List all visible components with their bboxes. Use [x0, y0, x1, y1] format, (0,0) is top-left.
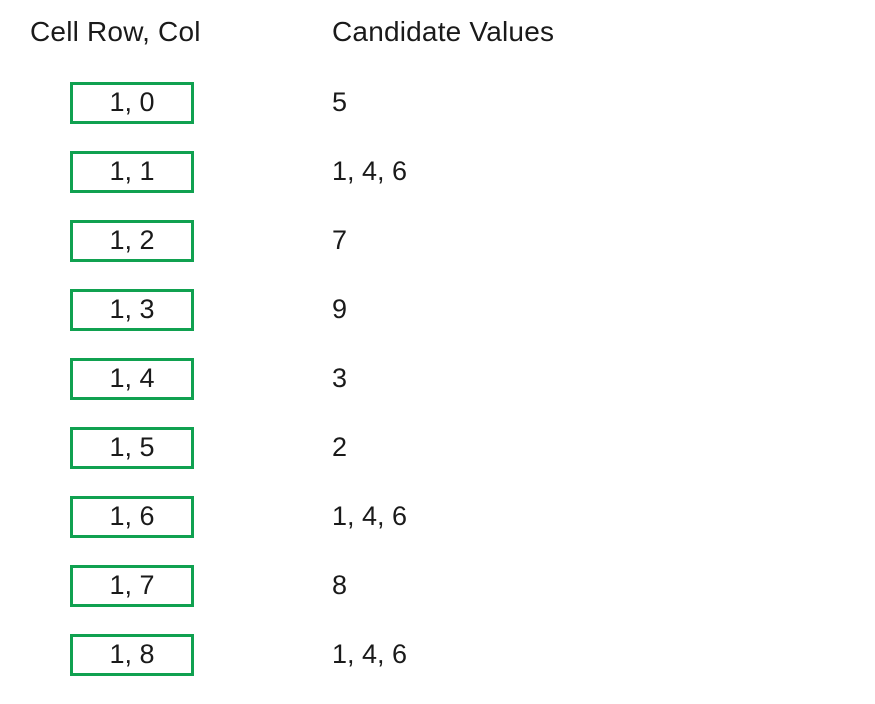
cell-box: 1, 1: [70, 150, 194, 193]
cell-box: 1, 0: [70, 81, 194, 124]
cell-column: 1, 8: [30, 633, 332, 676]
cell-box: 1, 2: [70, 219, 194, 262]
cell-box: 1, 6: [70, 495, 194, 538]
header-row: Cell Row, Col Candidate Values: [30, 16, 875, 58]
candidate-values-text: 1, 4, 6: [332, 639, 408, 669]
cell-box: 1, 8: [70, 633, 194, 676]
table-row: 1, 0 5: [30, 68, 875, 137]
cell-column: 1, 4: [30, 357, 332, 400]
cell-column: 1, 2: [30, 219, 332, 262]
candidate-values-text: 1, 4, 6: [332, 156, 408, 186]
cell-box: 1, 3: [70, 288, 194, 331]
cell-column: 1, 3: [30, 288, 332, 331]
candidate-values-text: 8: [332, 570, 348, 600]
cell-column: 1, 7: [30, 564, 332, 607]
candidate-values-text: 3: [332, 363, 348, 393]
table-row: 1, 2 7: [30, 206, 875, 275]
candidate-values-text: 2: [332, 432, 348, 462]
rows-container: 1, 0 5 1, 1 1, 4, 6 1, 2 7 1, 3 9 1, 4: [30, 68, 875, 689]
candidate-values-text: 5: [332, 87, 348, 117]
column-header-cell-row-col: Cell Row, Col: [30, 16, 201, 47]
cell-box: 1, 4: [70, 357, 194, 400]
table-row: 1, 3 9: [30, 275, 875, 344]
table-row: 1, 4 3: [30, 344, 875, 413]
cell-column: 1, 1: [30, 150, 332, 193]
candidate-values-text: 7: [332, 225, 348, 255]
cell-column: 1, 5: [30, 426, 332, 469]
candidate-values-text: 9: [332, 294, 348, 324]
column-header-candidate-values: Candidate Values: [332, 16, 555, 47]
cell-column: 1, 0: [30, 81, 332, 124]
candidate-values-text: 1, 4, 6: [332, 501, 408, 531]
cell-box: 1, 5: [70, 426, 194, 469]
table-row: 1, 1 1, 4, 6: [30, 137, 875, 206]
table-row: 1, 8 1, 4, 6: [30, 620, 875, 689]
table-row: 1, 5 2: [30, 413, 875, 482]
table-row: 1, 7 8: [30, 551, 875, 620]
cell-box: 1, 7: [70, 564, 194, 607]
cell-column: 1, 6: [30, 495, 332, 538]
table-row: 1, 6 1, 4, 6: [30, 482, 875, 551]
